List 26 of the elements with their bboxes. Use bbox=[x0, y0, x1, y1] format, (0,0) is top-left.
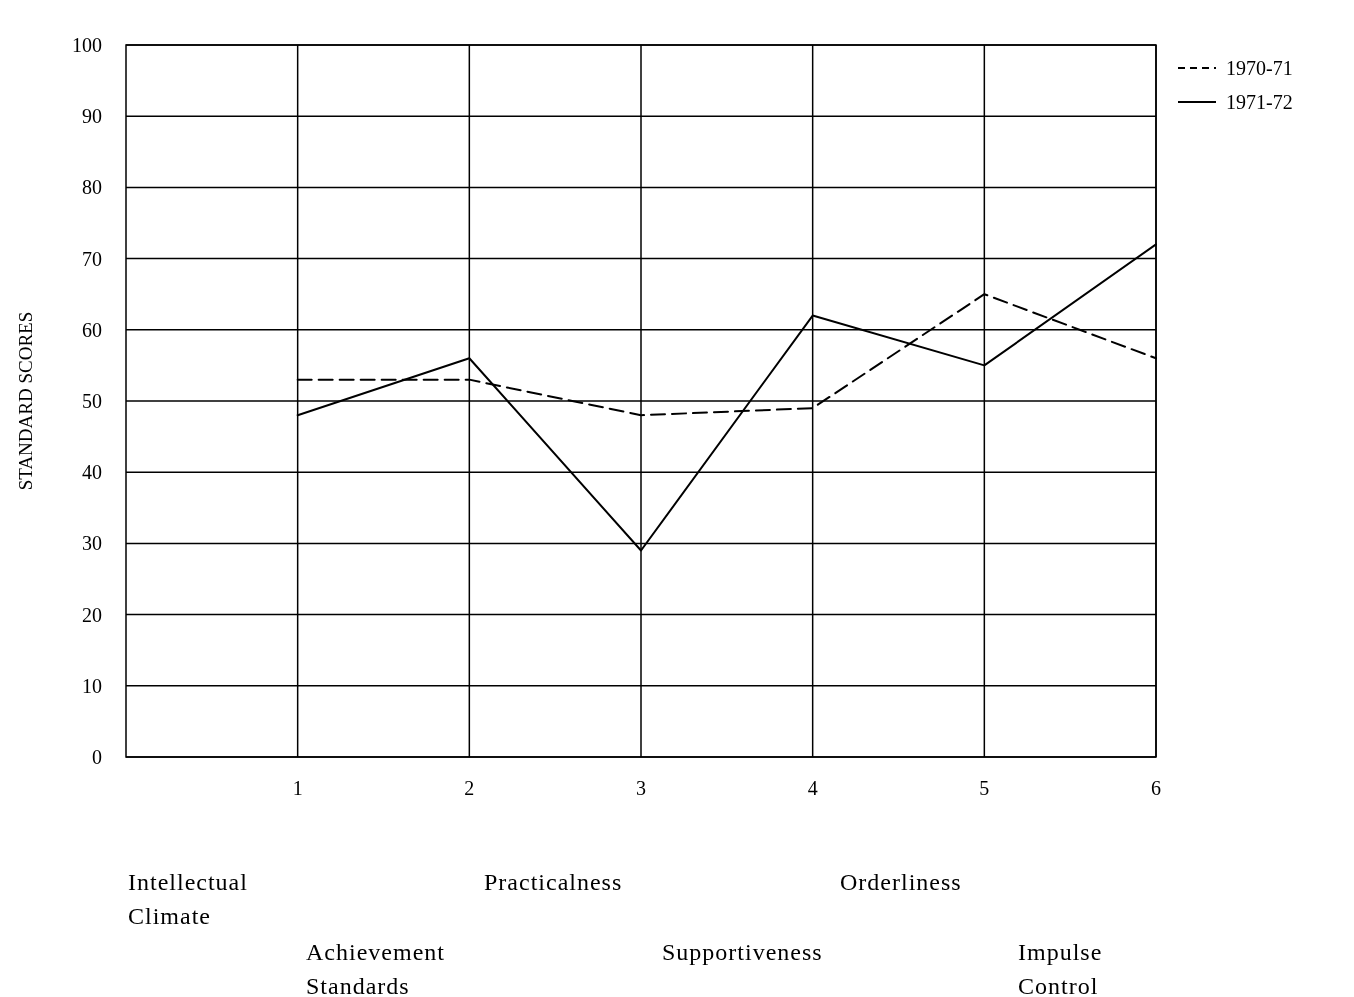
y-tick-label: 70 bbox=[82, 247, 102, 270]
x-tick-label: 4 bbox=[807, 777, 818, 799]
text: Impulse Control bbox=[1018, 939, 1103, 997]
x-tick-label: 3 bbox=[636, 777, 646, 799]
y-tick-label: 10 bbox=[82, 674, 102, 697]
legend-label: 1970-71 bbox=[1226, 57, 1293, 79]
text: Practicalness bbox=[484, 869, 623, 895]
y-tick-label: 0 bbox=[92, 746, 102, 768]
y-tick-label: 100 bbox=[72, 34, 102, 56]
y-tick-label: 90 bbox=[82, 105, 102, 128]
y-tick-label: 60 bbox=[82, 318, 102, 341]
y-tick-label: 80 bbox=[82, 176, 102, 199]
legend-label: 1971-72 bbox=[1226, 91, 1293, 113]
x-tick-label: 6 bbox=[1151, 777, 1161, 799]
y-axis-title: STANDARD SCORES bbox=[15, 311, 36, 491]
x-tick-label: 1 bbox=[292, 777, 303, 799]
x-tick-label: 5 bbox=[979, 777, 990, 799]
text: Achievement Standards bbox=[306, 939, 445, 997]
y-tick-label: 50 bbox=[82, 390, 102, 412]
y-tick-label: 40 bbox=[82, 461, 102, 484]
text: Orderliness bbox=[840, 869, 962, 895]
y-tick-label: 20 bbox=[82, 603, 102, 626]
text: Supportiveness bbox=[662, 939, 823, 965]
y-tick-label: 30 bbox=[82, 532, 102, 555]
x-tick-label: 2 bbox=[464, 777, 475, 799]
text: Intellectual Climate bbox=[128, 869, 248, 929]
